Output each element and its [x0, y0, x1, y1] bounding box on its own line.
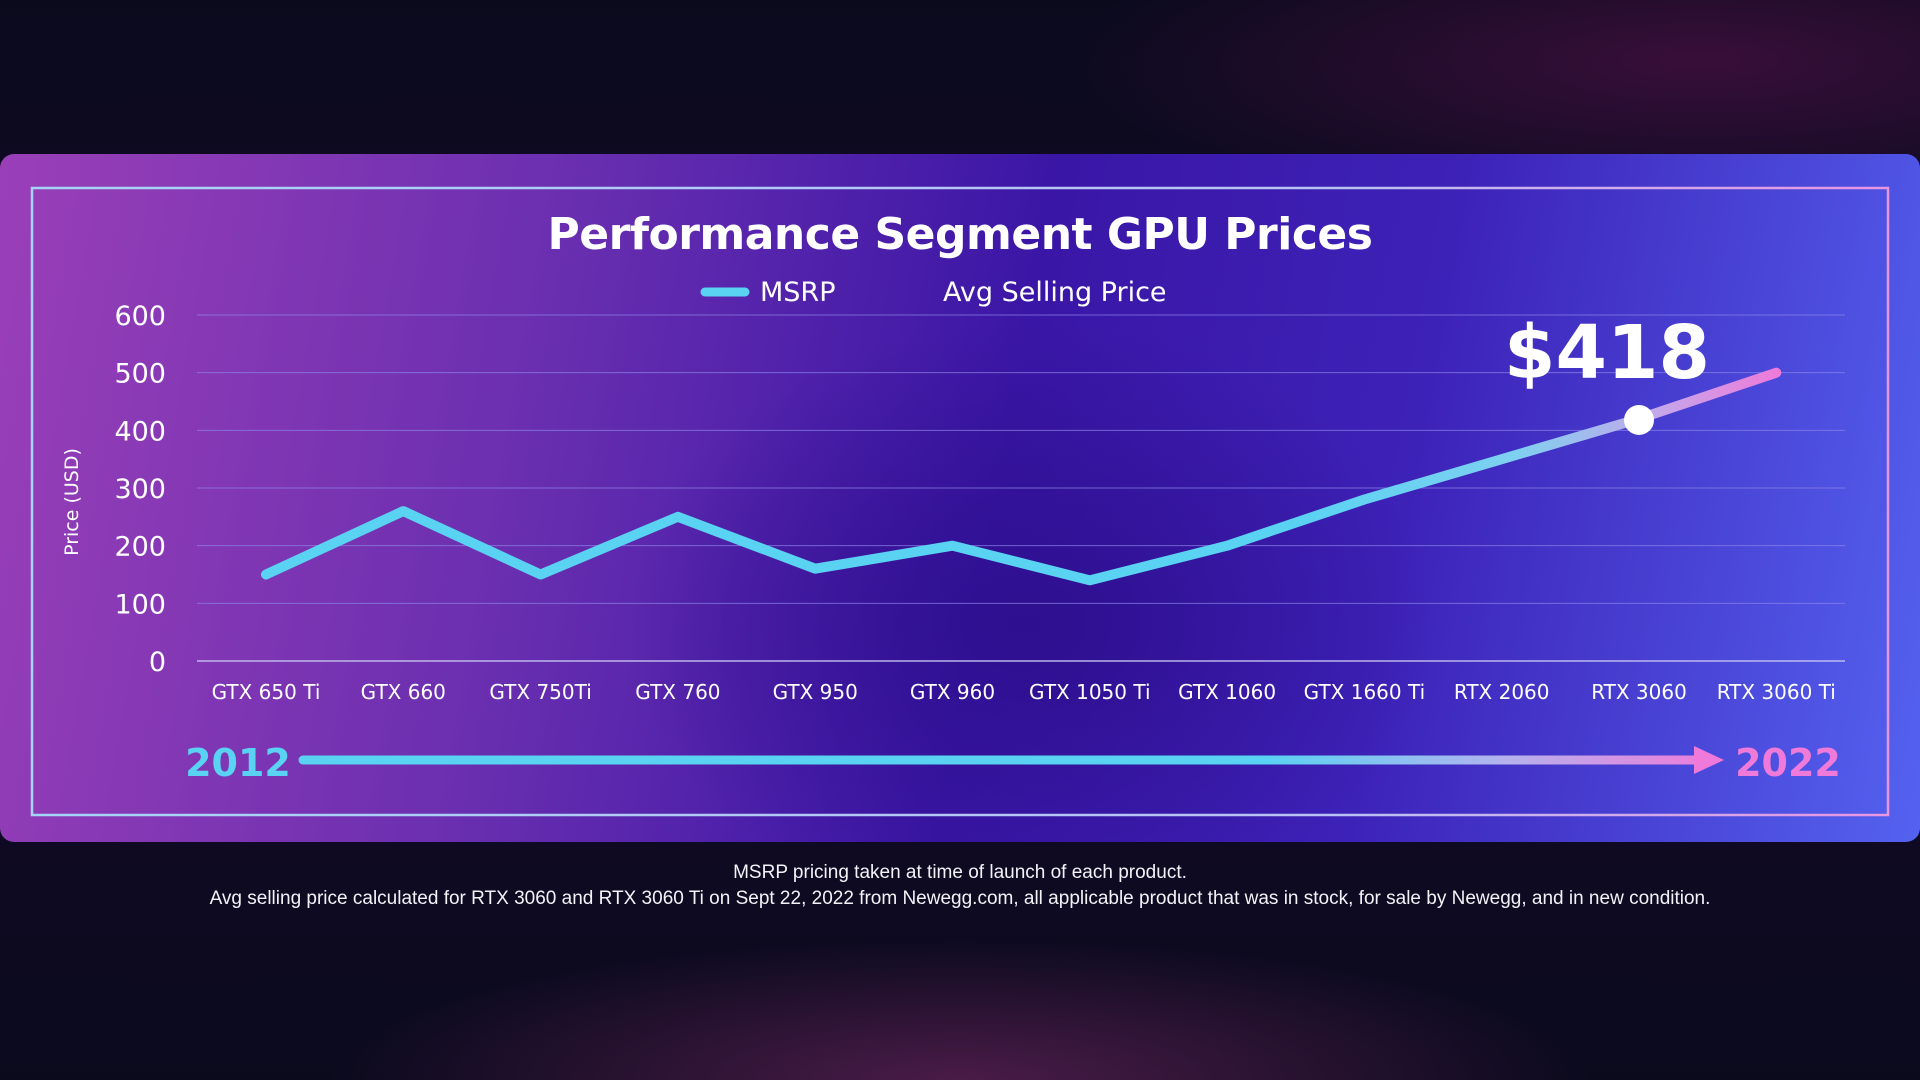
timeline-arrow-head	[1694, 746, 1724, 774]
annotation-marker	[1624, 404, 1654, 435]
x-tick-label: RTX 2060	[1454, 680, 1550, 704]
y-tick-label: 400	[114, 416, 166, 447]
x-tick-label: GTX 660	[361, 680, 446, 704]
legend: MSRP Avg Selling Price	[700, 277, 1167, 308]
y-axis-ticks: 0 100 200 300 400 500 600	[114, 301, 166, 678]
y-tick-label: 100	[114, 589, 166, 620]
y-tick-label: 600	[114, 301, 166, 332]
x-tick-label: GTX 1660 Ti	[1304, 680, 1425, 704]
footnote-msrp: MSRP pricing taken at time of launch of …	[733, 862, 1187, 883]
x-tick-label: GTX 1050 Ti	[1029, 680, 1150, 704]
legend-label-msrp: MSRP	[760, 277, 835, 308]
y-axis-label: Price (USD)	[61, 448, 83, 556]
x-axis-ticks: GTX 650 Ti GTX 660 GTX 750Ti GTX 760 GTX 950…	[212, 680, 1836, 704]
annotation-label: $418	[1504, 310, 1710, 396]
y-tick-label: 200	[114, 532, 166, 563]
footnotes: MSRP pricing taken at time of launch of …	[0, 860, 1920, 912]
chart-frame	[30, 186, 1890, 817]
chart-svg: Performance Segment GPU Prices MSRP Avg …	[30, 186, 1890, 817]
x-tick-label: GTX 650 Ti	[212, 680, 321, 704]
footnote-avg-selling-price: Avg selling price calculated for RTX 306…	[209, 888, 1711, 909]
msrp-series-line	[261, 367, 1782, 586]
y-tick-label: 0	[149, 647, 166, 678]
y-tick-label: 500	[114, 359, 166, 390]
legend-label-avg-selling-price: Avg Selling Price	[943, 277, 1167, 308]
chart-title: Performance Segment GPU Prices	[548, 209, 1373, 260]
x-tick-label: GTX 1060	[1178, 680, 1276, 704]
x-tick-label: GTX 950	[773, 680, 858, 704]
x-tick-label: GTX 760	[635, 680, 720, 704]
x-tick-label: GTX 750Ti	[489, 680, 591, 704]
timeline-end-label: 2022	[1735, 741, 1841, 785]
x-tick-label: GTX 960	[910, 680, 995, 704]
x-tick-label: RTX 3060	[1591, 680, 1687, 704]
x-tick-label: RTX 3060 Ti	[1717, 680, 1836, 704]
timeline: 2012 2022	[185, 741, 1841, 785]
timeline-start-label: 2012	[185, 741, 291, 785]
y-tick-label: 300	[114, 474, 166, 505]
chart-panel: Performance Segment GPU Prices MSRP Avg …	[0, 154, 1920, 842]
